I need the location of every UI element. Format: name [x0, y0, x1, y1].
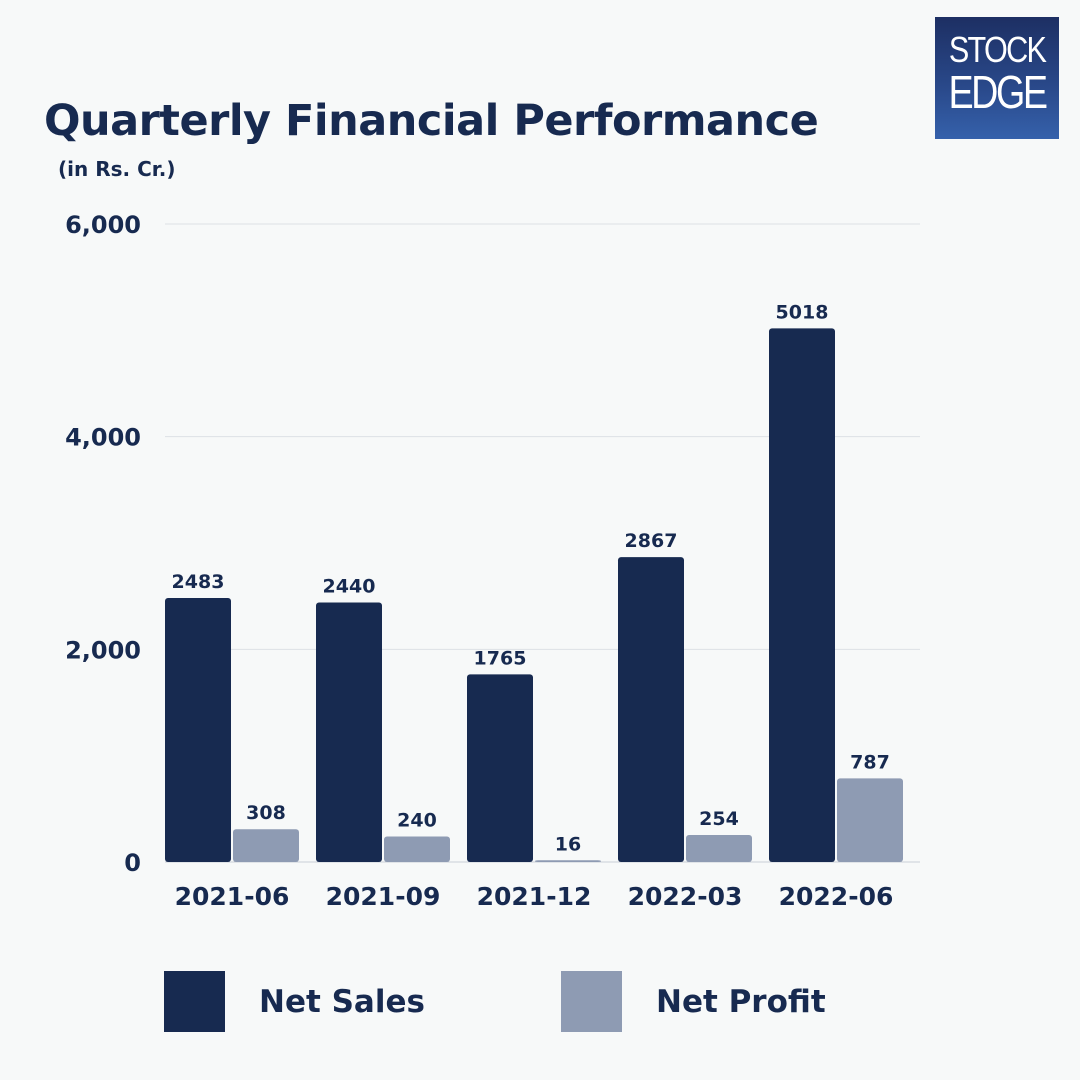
- legend-item-net-sales: Net Sales: [164, 971, 425, 1032]
- value-label-net-profit: 787: [850, 751, 890, 773]
- value-label-net-profit: 308: [246, 802, 286, 824]
- value-label-net-sales: 1765: [474, 647, 527, 669]
- bar-net-profit: [686, 834, 752, 862]
- value-label-net-profit: 16: [555, 833, 581, 855]
- y-tick-label: 6,000: [65, 211, 141, 239]
- x-tick-label: 2021-06: [175, 882, 290, 911]
- bar-net-profit: [837, 778, 903, 862]
- value-label-net-profit: 254: [699, 808, 739, 830]
- bar-net-sales: [467, 674, 533, 862]
- legend-label-net-sales: Net Sales: [259, 983, 425, 1020]
- legend-swatch-net-sales: [164, 971, 225, 1032]
- x-tick-label: 2022-03: [628, 882, 743, 911]
- chart-subtitle: (in Rs. Cr.): [58, 157, 176, 181]
- x-tick-label: 2022-06: [779, 882, 894, 911]
- bar-net-profit: [535, 860, 601, 862]
- value-label-net-profit: 240: [397, 809, 437, 831]
- logo-line-2: EDGE: [948, 66, 1048, 118]
- legend-label-net-profit: Net Profit: [656, 983, 826, 1020]
- y-tick-label: 4,000: [65, 424, 141, 452]
- x-tick-label: 2021-09: [326, 882, 441, 911]
- chart-title: Quarterly Financial Performance: [44, 96, 819, 146]
- bar-net-sales: [618, 557, 684, 862]
- bar-net-profit: [384, 836, 450, 862]
- stockedge-logo: STOCK EDGE: [935, 17, 1059, 139]
- bar-net-sales: [316, 602, 382, 862]
- y-tick-label: 0: [124, 849, 141, 877]
- bar-net-sales: [769, 328, 835, 863]
- x-tick-label: 2021-12: [477, 882, 592, 911]
- value-label-net-sales: 2440: [323, 576, 376, 598]
- legend-swatch-net-profit: [561, 971, 622, 1032]
- value-label-net-sales: 2867: [625, 530, 678, 552]
- y-tick-label: 2,000: [65, 636, 141, 664]
- bar-chart: 0 2,000 4,000 6,000 2483 308 2021-06 2440 240 202…: [65, 211, 920, 911]
- value-label-net-sales: 5018: [776, 301, 829, 323]
- bar-net-profit: [233, 829, 299, 862]
- value-label-net-sales: 2483: [172, 571, 225, 593]
- logo-line-1: STOCK: [948, 29, 1047, 70]
- legend-item-net-profit: Net Profit: [561, 971, 826, 1032]
- bar-net-sales: [165, 597, 231, 862]
